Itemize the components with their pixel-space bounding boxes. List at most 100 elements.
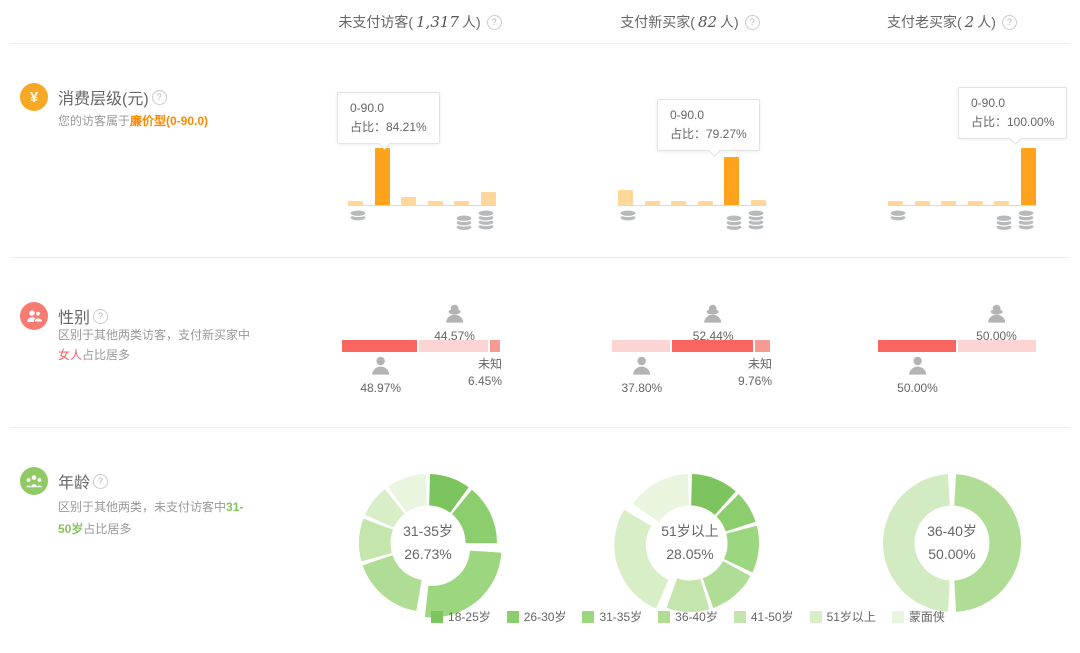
tooltip-range: 0-90.0 [670, 108, 705, 122]
column-header-new-buyers: 支付新买家(82 人) [590, 12, 790, 32]
age-donut-unpaid[interactable] [343, 458, 513, 628]
legend-item-41-50岁[interactable]: 41-50岁 [733, 608, 794, 625]
gender-segment-unknown[interactable] [490, 340, 500, 352]
consumption-bar-chart-old[interactable] [888, 135, 1036, 206]
gender-chart-old[interactable]: 50.00% 50.00% [878, 304, 1036, 396]
gender-chart-new[interactable]: 52.44% 37.80% 未知 9.76% [612, 304, 772, 396]
bar-tooltip: 0-90.0 占比：84.21% [337, 92, 440, 144]
gender-chart-unpaid[interactable]: 44.57% 48.97% 未知 6.45% [342, 304, 502, 396]
column-header-unpaid-visitors: 未支付访客(1,317 人) [320, 12, 520, 32]
donut-slice-36-40岁[interactable] [362, 555, 422, 612]
donut-slice-18-25岁[interactable] [429, 474, 469, 513]
consumption-bar[interactable] [941, 201, 957, 205]
consumption-bar[interactable] [724, 157, 740, 205]
tooltip-range: 0-90.0 [971, 96, 1006, 110]
donut-slice-26-30岁[interactable] [451, 489, 498, 544]
legend-swatch [733, 610, 746, 623]
donut-slice-18-25岁[interactable] [691, 474, 736, 515]
consumption-bar[interactable] [480, 192, 496, 205]
donut-slice-31-35岁[interactable] [424, 550, 502, 618]
consumption-highlight: 廉价型(0-90.0) [130, 114, 209, 128]
help-icon[interactable] [1001, 14, 1017, 30]
consumption-bar[interactable] [348, 201, 363, 205]
consumption-bar[interactable] [888, 201, 903, 205]
donut-slice-蒙面侠[interactable] [632, 474, 689, 522]
gender-segment-female[interactable] [672, 340, 753, 352]
consumption-bar[interactable] [750, 200, 766, 205]
consumption-description: 您的访客属于廉价型(0-90.0) [58, 114, 209, 128]
section-title-gender: 性别 [58, 302, 109, 330]
consumption-bar[interactable] [671, 201, 687, 205]
donut-slice-36-40岁[interactable] [954, 474, 1022, 612]
legend-label: 蒙面侠 [908, 610, 945, 624]
donut-center-label: 51岁以上 28.05% [661, 523, 719, 562]
donut-slice-26-30岁[interactable] [716, 494, 756, 532]
donut-slice-51岁以上[interactable] [365, 489, 405, 528]
donut-slice-41-50岁[interactable] [882, 474, 950, 612]
consumption-bar-chart-unpaid[interactable] [348, 135, 496, 206]
female-stat: 50.00% [976, 304, 1017, 344]
legend-label: 26-30岁 [523, 610, 567, 624]
female-icon [976, 304, 1017, 328]
help-icon[interactable] [151, 89, 167, 105]
male-percent: 48.97% [360, 381, 402, 395]
consumption-bar-chart-new[interactable] [618, 135, 766, 206]
gender-highlight: 女人 [58, 348, 83, 362]
gender-segment-female[interactable] [958, 340, 1036, 352]
age-highlight: 31- [226, 500, 244, 514]
legend-item-26-30岁[interactable]: 26-30岁 [506, 608, 567, 625]
help-icon[interactable] [93, 308, 109, 324]
bar-tooltip: 0-90.0 占比：79.27% [657, 99, 760, 151]
help-icon[interactable] [744, 14, 760, 30]
legend-item-蒙面侠[interactable]: 蒙面侠 [891, 608, 945, 625]
donut-slice-31-35岁[interactable] [723, 525, 759, 573]
consumption-bar[interactable] [994, 201, 1010, 205]
consumption-bar[interactable] [374, 148, 390, 205]
coins-large-icon [994, 209, 1036, 237]
coins-small-icon [618, 209, 638, 228]
gender-segment-female[interactable] [419, 340, 489, 352]
donut-slice-41-50岁[interactable] [359, 518, 393, 562]
gender-segment-male[interactable] [612, 340, 671, 352]
legend-item-51岁以上[interactable]: 51岁以上 [809, 608, 876, 625]
legend-item-31-35岁[interactable]: 31-35岁 [582, 608, 642, 625]
coins-large-icon [454, 209, 496, 237]
consumption-bar[interactable] [697, 201, 713, 205]
bar-tooltip: 0-90.0 占比：100.00% [958, 87, 1068, 139]
female-percent: 44.57% [434, 329, 475, 343]
donut-slice-36-40岁[interactable] [702, 561, 751, 608]
gender-segment-unknown[interactable] [754, 340, 770, 352]
legend-swatch [582, 610, 595, 623]
male-icon [897, 356, 938, 380]
consumption-bar[interactable] [401, 197, 417, 205]
consumption-bar[interactable] [914, 201, 930, 205]
legend-item-18-25岁[interactable]: 18-25岁 [431, 608, 491, 625]
buyer-count: 2 [964, 13, 975, 31]
legend-item-36-40岁[interactable]: 36-40岁 [658, 608, 718, 625]
help-icon[interactable] [93, 473, 109, 489]
consumption-bar[interactable] [967, 201, 983, 205]
consumption-bar[interactable] [644, 201, 660, 205]
help-icon[interactable] [486, 14, 502, 30]
female-icon [434, 304, 475, 328]
unknown-stat: 未知 6.45% [467, 357, 502, 388]
legend-label: 36-40岁 [675, 610, 718, 624]
consumption-bar[interactable] [618, 190, 633, 205]
female-percent: 50.00% [976, 329, 1017, 343]
age-donut-old[interactable] [867, 458, 1037, 628]
female-stat: 44.57% [434, 304, 475, 344]
column-label: 支付新买家( [620, 14, 695, 30]
consumption-bar[interactable] [454, 201, 470, 205]
donut-slice-51岁以上[interactable] [614, 509, 669, 609]
donut-slice-蒙面侠[interactable] [388, 474, 427, 513]
coins-small-icon [348, 209, 368, 228]
age-donut-new[interactable] [605, 458, 775, 628]
consumption-bar[interactable] [1020, 148, 1036, 205]
legend-swatch [658, 610, 671, 623]
donut-slice-41-50岁[interactable] [666, 578, 710, 613]
gender-segment-male[interactable] [878, 340, 956, 352]
consumption-bar[interactable] [427, 201, 443, 205]
section-divider [10, 257, 1070, 258]
gender-segment-male[interactable] [342, 340, 418, 352]
